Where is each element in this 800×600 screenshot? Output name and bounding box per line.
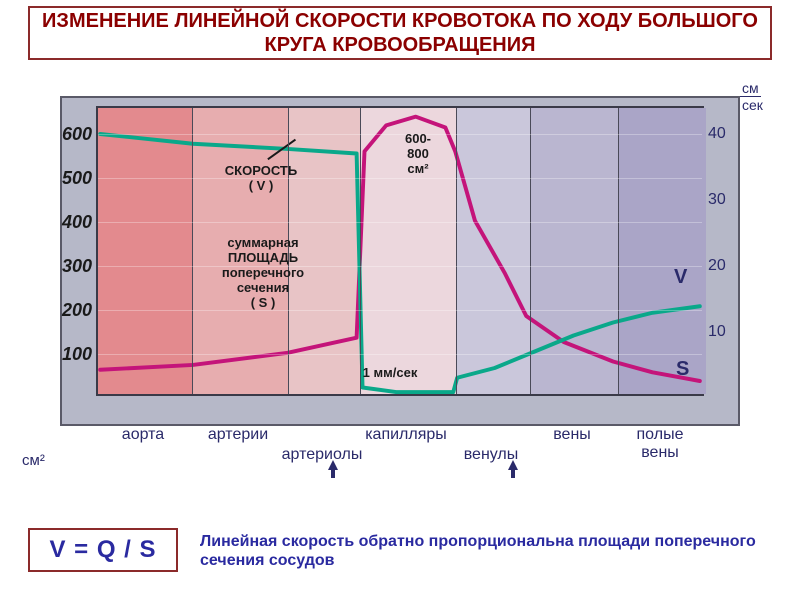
chart: 10020030040050060010203040СКОРОСТЬ( V )с… <box>60 86 740 456</box>
xlabel: венулы <box>443 446 539 464</box>
ytick-left: 500 <box>48 168 92 189</box>
ytick-left: 400 <box>48 212 92 233</box>
annotation: СКОРОСТЬ( V ) <box>216 164 306 194</box>
column-divider <box>456 108 457 394</box>
ytick-right: 40 <box>708 125 744 143</box>
gridline <box>98 178 702 179</box>
ytick-left: 200 <box>48 300 92 321</box>
series-label: V <box>674 266 687 289</box>
arrow-up-icon <box>326 458 340 480</box>
gridline <box>98 266 702 267</box>
ytick-right: 10 <box>708 323 744 341</box>
arrow-up-icon <box>506 458 520 480</box>
xlabel: артериолы <box>274 446 370 464</box>
right-axis-unit: см сек <box>740 80 765 113</box>
plot-area: 10020030040050060010203040СКОРОСТЬ( V )с… <box>96 106 704 396</box>
column-divider <box>530 108 531 394</box>
column-divider <box>192 108 193 394</box>
caption-text: Линейная скорость обратно пропорциональн… <box>200 532 770 570</box>
column-divider <box>618 108 619 394</box>
title-box: ИЗМЕНЕНИЕ ЛИНЕЙНОЙ СКОРОСТИ КРОВОТОКА ПО… <box>28 6 772 60</box>
ytick-right: 30 <box>708 191 744 209</box>
xlabel: вены <box>524 426 620 444</box>
annotation: суммарнаяПЛОЩАДЬпоперечногосечения( S ) <box>208 236 318 311</box>
formula-text: V = Q / S <box>49 536 156 564</box>
series-label: S <box>676 358 689 381</box>
annotation: 1 мм/сек <box>350 366 430 381</box>
xlabel: капилляры <box>358 426 454 444</box>
ytick-left: 100 <box>48 344 92 365</box>
column-divider <box>360 108 361 394</box>
title-text: ИЗМЕНЕНИЕ ЛИНЕЙНОЙ СКОРОСТИ КРОВОТОКА ПО… <box>30 9 770 57</box>
ytick-right: 20 <box>708 257 744 275</box>
xlabel: полыевены <box>612 426 708 463</box>
xlabel: аорта <box>95 426 191 444</box>
ytick-left: 300 <box>48 256 92 277</box>
gridline <box>98 222 702 223</box>
formula-box: V = Q / S <box>28 528 178 572</box>
annotation: 600-800см² <box>388 132 448 177</box>
ytick-left: 600 <box>48 124 92 145</box>
left-axis-unit: см² <box>22 452 45 469</box>
gridline <box>98 310 702 311</box>
gridline <box>98 354 702 355</box>
xlabel: артерии <box>190 426 286 444</box>
